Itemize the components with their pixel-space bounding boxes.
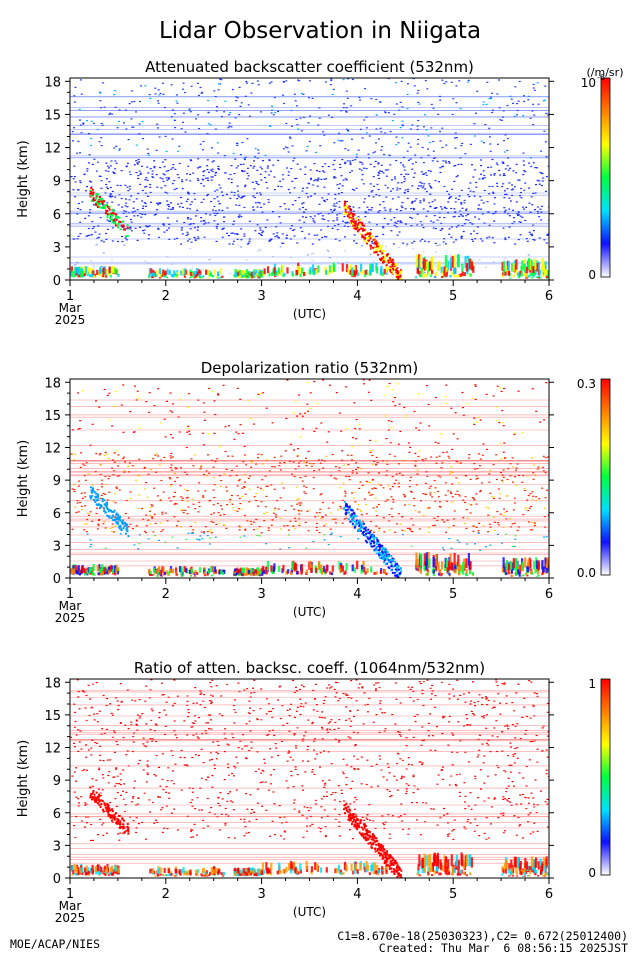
x-tick-label: 2: [162, 289, 170, 304]
x-axis-label: (UTC): [293, 307, 326, 321]
x-tick-label: 6: [545, 587, 553, 602]
colorbar-unit: (/m/sr): [587, 66, 624, 79]
x-tick-label: 6: [545, 887, 553, 902]
colorbar-min-label: 0: [588, 268, 596, 282]
x-year-label: 2025: [55, 313, 86, 327]
y-tick-label: 0: [53, 872, 61, 887]
colorbar-max-label: 1: [588, 677, 596, 691]
x-tick-label: 6: [545, 289, 553, 304]
x-tick-label: 5: [449, 289, 457, 304]
x-tick-label: 4: [353, 289, 361, 304]
y-tick-label: 15: [44, 108, 61, 123]
panel-2: Depolarization ratio (532nm) 0 3 6 9 12 15 18 He…: [16, 359, 610, 625]
panel-title: Depolarization ratio (532nm): [201, 359, 419, 377]
page-title: Lidar Observation in Niigata: [159, 18, 481, 44]
y-tick-label: 18: [44, 75, 61, 90]
y-tick-label: 12: [44, 142, 61, 157]
x-tick-label: 3: [257, 587, 265, 602]
y-tick-label: 3: [53, 839, 61, 854]
x-tick-label: 2: [162, 587, 170, 602]
y-tick-label: 12: [44, 442, 61, 457]
x-year-label: 2025: [55, 911, 86, 925]
y-tick-label: 9: [53, 474, 61, 489]
colorbar-max-label: 0.3: [577, 377, 596, 391]
panel-title: Ratio of atten. backsc. coeff. (1064nm/5…: [134, 659, 485, 677]
footer-created: Created: Thu Mar 6 08:56:15 2025JST: [379, 941, 628, 955]
x-tick-label: 3: [257, 289, 265, 304]
x-tick-label: 4: [353, 587, 361, 602]
y-tick-label: 6: [53, 507, 61, 522]
x-tick-label: 2: [162, 887, 170, 902]
y-tick-label: 15: [44, 409, 61, 424]
x-tick-label: 5: [449, 587, 457, 602]
colorbar: [601, 379, 610, 575]
y-tick-label: 9: [53, 175, 61, 190]
y-tick-label: 6: [53, 807, 61, 822]
y-tick-label: 3: [53, 241, 61, 256]
x-year-label: 2025: [55, 611, 86, 625]
y-tick-label: 18: [44, 376, 61, 391]
footer-org: MOE/ACAP/NIES: [10, 937, 100, 951]
y-tick-label: 12: [44, 742, 61, 757]
x-axis-label: (UTC): [293, 905, 326, 919]
y-tick-label: 0: [53, 274, 61, 289]
x-tick-label: 5: [449, 887, 457, 902]
x-tick-label: 3: [257, 887, 265, 902]
panel-3: Ratio of atten. backsc. coeff. (1064nm/5…: [16, 659, 610, 925]
y-axis-label: Height (km): [16, 140, 31, 217]
y-tick-label: 0: [53, 572, 61, 587]
y-tick-label: 6: [53, 208, 61, 223]
colorbar-min-label: 0.0: [577, 566, 596, 580]
y-tick-label: 18: [44, 676, 61, 691]
y-axis-label: Height (km): [16, 740, 31, 817]
y-axis-label: Height (km): [16, 440, 31, 517]
plot-area: [70, 78, 549, 280]
y-tick-label: 15: [44, 709, 61, 724]
x-axis-label: (UTC): [293, 605, 326, 619]
y-tick-label: 3: [53, 539, 61, 554]
colorbar: [601, 78, 610, 277]
y-tick-label: 9: [53, 774, 61, 789]
colorbar: [601, 679, 610, 875]
x-tick-label: 4: [353, 887, 361, 902]
panel-1: Attenuated backscatter coefficient (532n…: [16, 58, 623, 327]
panel-title: Attenuated backscatter coefficient (532n…: [145, 58, 474, 76]
colorbar-min-label: 0: [588, 866, 596, 880]
